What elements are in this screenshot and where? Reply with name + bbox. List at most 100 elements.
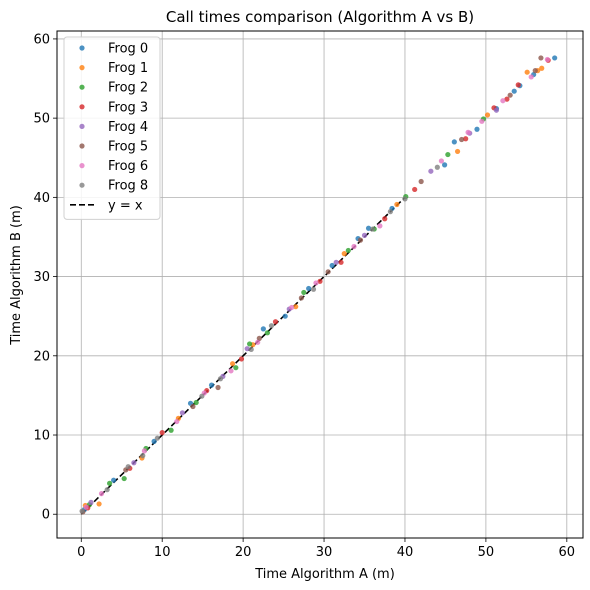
y-tick-label: 0 [42,508,50,523]
legend-marker [79,163,85,169]
data-point [333,259,339,265]
data-point [238,356,245,362]
data-point [428,168,434,174]
legend-label: Frog 2 [108,81,148,96]
data-point [402,196,408,202]
data-point [434,164,440,170]
legend-label: Frog 6 [108,159,148,174]
y-tick-label: 60 [33,32,50,47]
legend-marker [79,45,85,51]
data-point [412,186,418,193]
data-point [179,410,186,416]
y-tick-label: 20 [33,349,50,364]
data-point [96,501,102,507]
data-point [442,162,448,168]
data-point [341,251,347,257]
series-frog-6 [83,56,550,510]
data-point [459,136,465,143]
legend-marker [79,65,85,71]
data-point [190,403,196,410]
legend-label: Frog 5 [108,140,148,155]
data-point [121,475,127,482]
data-point [289,304,295,311]
data-point [141,448,147,454]
data-point [524,69,530,75]
data-points [79,55,558,515]
data-point [438,158,444,164]
data-point [264,330,270,336]
legend-label: Frog 0 [108,42,148,57]
y-tick-label: 40 [33,191,50,206]
data-point [233,365,239,371]
data-point [479,118,485,124]
data-point [329,262,335,269]
data-point [107,480,113,486]
x-axis-label: Time Algorithm A (m) [254,567,395,582]
data-point [246,341,253,347]
plot-frame [56,30,584,539]
data-point [310,286,317,292]
data-point [151,438,157,444]
x-tick-label: 40 [397,545,414,560]
data-point [199,393,205,399]
data-point [493,107,500,113]
data-point [104,487,110,493]
series-frog-1 [82,65,545,509]
x-tick-label: 50 [478,545,495,560]
data-point [193,399,199,406]
data-point [79,508,85,514]
x-tick-label: 0 [77,545,85,560]
legend-marker [79,182,85,188]
data-point [248,346,254,353]
data-point [313,280,319,286]
x-tick-label: 60 [559,545,576,560]
data-point [463,136,469,142]
data-point [528,74,534,80]
x-tick-label: 10 [154,545,171,560]
data-point [507,92,513,98]
data-point [351,243,357,250]
data-point [365,225,372,231]
y-tick-label: 10 [33,429,50,444]
data-point [465,129,471,135]
data-point [317,278,323,284]
data-point [418,178,424,185]
data-point [451,139,457,145]
legend-label: Frog 1 [108,61,148,76]
data-point [217,376,224,382]
data-point [88,499,94,505]
x-tick-label: 30 [316,545,333,560]
data-point [338,259,344,265]
data-point [484,112,491,118]
data-point [256,335,262,341]
y-axis-label: Time Algorithm B (m) [9,205,24,346]
data-point [325,269,331,275]
data-point [268,323,275,329]
data-point [111,477,117,483]
data-point [504,96,510,102]
data-point [215,384,221,391]
data-point [159,430,165,436]
data-point [230,361,236,367]
data-point [255,339,261,345]
data-point [168,427,174,433]
data-point [140,453,146,459]
data-point [511,88,517,94]
legend: Frog 0 Frog 1 Frog 2 Frog 3 Frog 4 Frog 5 Frog… [63,36,161,220]
data-point [454,148,461,155]
series-frog-0 [81,55,558,513]
data-point [306,285,312,292]
series-frog-2 [86,116,487,508]
data-point [361,232,368,238]
data-point [208,382,215,388]
data-point [244,346,250,352]
series-frog-4 [88,107,500,505]
data-point [382,216,388,222]
data-point [539,65,545,71]
data-point [282,313,288,319]
data-point [445,151,451,158]
data-point [125,464,131,470]
legend-marker [79,123,85,129]
y-tick-label: 50 [33,112,50,127]
